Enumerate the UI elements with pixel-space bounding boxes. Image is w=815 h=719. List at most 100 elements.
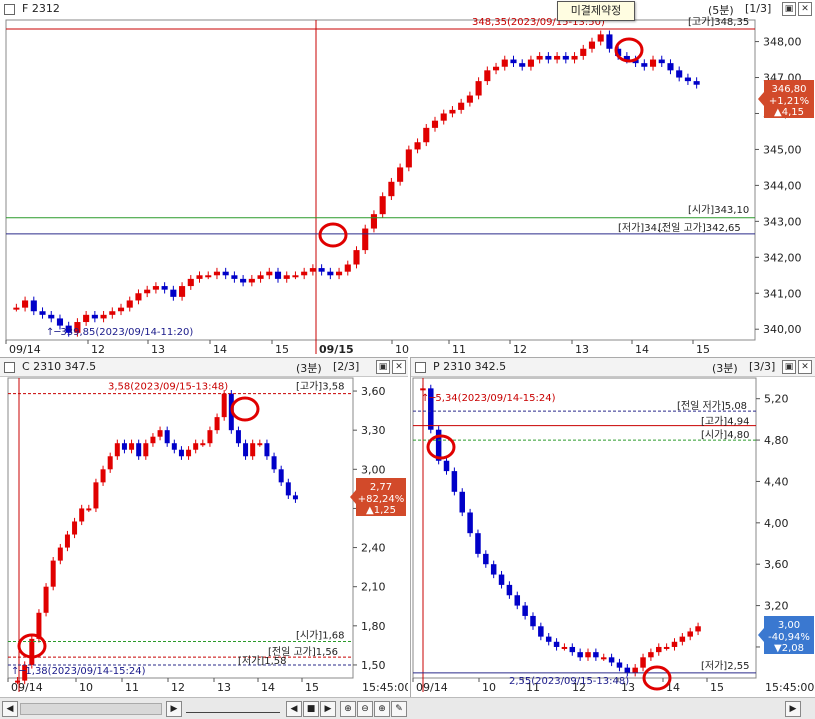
top-maximize-icon[interactable]: ▣ [782,2,796,16]
top-price-value: 346,80 [772,84,807,95]
call-chart-canvas[interactable]: 3,603,303,002,702,402,101,801,5009/14101… [0,358,408,698]
candle-body [36,612,42,639]
horizontal-scrollbar[interactable] [20,703,162,715]
candle-body [43,586,49,613]
candle-body [554,55,561,60]
candle-body [536,55,543,60]
candle-body [143,443,149,457]
magnify-icon[interactable]: ⊕ [374,701,390,717]
high-ref-label: [고가]4,94 [701,416,749,428]
candle-body [632,667,638,673]
put-price-box [764,616,814,654]
prev-high-ref-label: [전일 고가]342,65 [658,222,741,234]
low-note: ↑─1,38(2023/09/14-15:24) [11,666,146,677]
x-tick-label: 14 [261,681,275,694]
candle-body [510,59,517,64]
candle-body [571,55,578,60]
put-chart-checkbox[interactable] [415,362,426,373]
candle-body [266,271,273,276]
settings-icon[interactable]: ✎ [391,701,407,717]
top-price-arrow [758,92,764,106]
candle-body [100,314,107,319]
candle-body [693,81,700,85]
candle-body [91,314,98,319]
candle-body [161,286,168,290]
call-price-arrow [350,490,356,504]
top-price-box [764,80,814,118]
y-tick-label: 1,80 [361,620,386,633]
candle-body [86,508,92,511]
candle-body [327,271,334,276]
candle-body [248,278,255,283]
candle-body [440,113,447,121]
candle-body [687,631,693,637]
candle-body [451,471,458,492]
highlight-high [230,396,260,422]
prev-icon[interactable]: ◀ [286,701,302,717]
highlight-low [17,633,47,659]
high-note: 348,35(2023/09/15-13:50) [472,17,605,28]
candle-body [344,264,351,272]
y-tick-label: 3,30 [361,424,386,437]
top-chart-canvas[interactable]: 348,00347,00346,00345,00344,00343,00342,… [0,0,815,355]
y-tick-label: 341,00 [763,287,802,300]
put-close-icon[interactable]: ✕ [798,360,812,374]
candle-body [301,271,308,276]
candle-body [379,196,386,215]
x-tick-label: 12 [171,681,185,694]
y-tick-label: 2,10 [361,581,386,594]
x-tick-label: 11 [526,681,540,694]
scroll-right-icon[interactable]: ▶ [166,701,182,717]
top-page[interactable]: [1/3] [745,2,772,15]
candle-body [648,652,654,658]
candle-body [362,228,369,251]
time-label: 15:45:00 [765,681,814,694]
x-tick-label: 15 [305,681,319,694]
candle-body [129,443,135,450]
y-tick-label: 344,00 [763,179,802,192]
high-ref-label: [고가]348,35 [688,16,749,28]
candle-body [679,636,686,642]
call-page[interactable]: [2/3] [333,360,360,373]
put-chart-canvas[interactable]: 5,204,804,404,003,603,202,8009/141011121… [411,358,815,698]
zoom-slider[interactable] [186,704,280,713]
candle-body [397,167,404,182]
candle-body [205,275,212,278]
candle-body [443,460,450,472]
prev-high-ref-label: [전일 고가]1,56 [268,646,338,658]
open-ref-label: [시가]4,80 [701,429,749,441]
call-maximize-icon[interactable]: ▣ [376,360,390,374]
scroll-end-icon[interactable]: ▶ [785,701,801,717]
top-close-icon[interactable]: ✕ [798,2,812,16]
candle-body [65,325,72,333]
candle-body [157,430,163,437]
candle-body [553,641,560,647]
candle-body [562,55,569,60]
next-icon[interactable]: ▶ [320,701,336,717]
y-tick-label: 4,00 [764,517,789,530]
candle-body [588,41,596,49]
zoom-out-icon[interactable]: ⊖ [357,701,373,717]
scroll-left-icon[interactable]: ◀ [2,701,18,717]
put-maximize-icon[interactable]: ▣ [782,360,796,374]
y-tick-label: 1,50 [361,659,386,672]
zoom-in-icon[interactable]: ⊕ [340,701,356,717]
put-page[interactable]: [3/3] [749,360,776,373]
call-close-icon[interactable]: ✕ [392,360,406,374]
candle-body [171,443,177,450]
candle-body [30,300,37,312]
candle-body [640,657,646,668]
stop-icon[interactable]: ■ [303,701,319,717]
prev-low-ref-label: [전일 저가]5,08 [677,400,747,412]
candle-body [624,667,631,673]
low-note: 2,55(2023/09/15-13:48) [509,676,629,687]
candle-body [285,482,291,496]
top-chart-checkbox[interactable] [4,4,15,15]
x-tick-label: 13 [575,343,589,355]
candle-body [186,449,192,457]
x-tick-label: 15 [696,343,710,355]
call-chart-checkbox[interactable] [4,362,15,373]
candle-body [178,449,184,457]
candle-body [164,430,170,444]
x-tick-label: 15 [275,343,289,355]
